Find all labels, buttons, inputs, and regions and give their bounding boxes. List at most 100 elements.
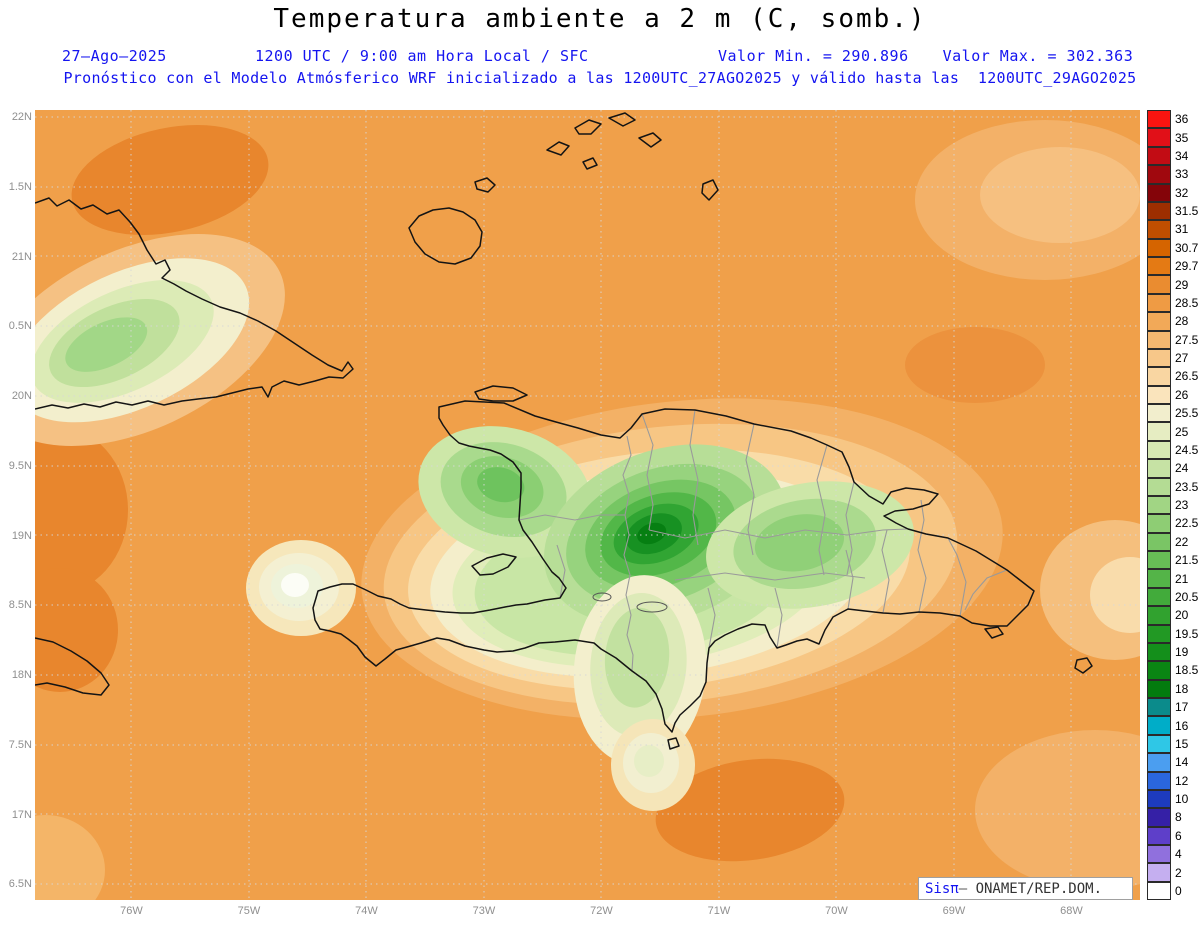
- lat-tick-label: 20N: [11, 390, 32, 402]
- colorbar-value-label: 4: [1175, 847, 1182, 862]
- value-min: Valor Min. = 290.896: [718, 47, 909, 65]
- colorbar-entry: 22: [1147, 532, 1200, 551]
- colorbar-swatch: [1147, 422, 1171, 441]
- colorbar-entry: 30.7: [1147, 238, 1200, 257]
- colorbar-swatch: [1147, 146, 1171, 166]
- colorbar-swatch: [1147, 881, 1171, 901]
- colorbar-swatch: [1147, 495, 1171, 515]
- colorbar-entry: 15: [1147, 734, 1200, 754]
- coastlines: [35, 112, 1093, 750]
- lake-azuei: [592, 592, 612, 602]
- lat-tick-label: 9.5N: [8, 459, 32, 472]
- colorbar-entry: 14: [1147, 753, 1200, 772]
- colorbar-value-label: 16: [1175, 718, 1189, 733]
- colorbar-swatch: [1147, 698, 1171, 717]
- attribution-box: Sisπ – ONAMET/REP.DOM.: [918, 877, 1133, 900]
- colorbar-swatch: [1147, 348, 1171, 368]
- colorbar-swatch: [1147, 753, 1171, 772]
- province-borders: [518, 409, 1008, 672]
- colorbar-entry: 25.5: [1147, 404, 1200, 423]
- lon-tick-label: 72W: [590, 905, 613, 917]
- colorbar-entry: 24.5: [1147, 440, 1200, 460]
- colorbar-entry: 16: [1147, 716, 1200, 735]
- island-gonave: [471, 553, 517, 576]
- colorbar-swatch: [1147, 661, 1171, 680]
- colorbar-entry: 19: [1147, 642, 1200, 662]
- colorbar-entry: 26: [1147, 385, 1200, 404]
- colorbar-entry: 31.5: [1147, 201, 1200, 221]
- island-grand-turk: [701, 179, 719, 201]
- lat-tick-label: 7.5N: [8, 738, 32, 751]
- colorbar-entry: 20.5: [1147, 587, 1200, 607]
- lon-tick-label: 75W: [237, 905, 261, 917]
- colorbar-swatch: [1147, 624, 1171, 643]
- lat-tick-label: 8.5N: [8, 599, 32, 612]
- colorbar-value-label: 29: [1175, 277, 1189, 292]
- colorbar-swatch: [1147, 569, 1171, 588]
- colorbar-entry: 27.5: [1147, 330, 1200, 349]
- value-max: Valor Max. = 302.363: [942, 47, 1134, 65]
- colorbar-entry: 18.5: [1147, 661, 1200, 680]
- island-tortuga: [474, 385, 528, 402]
- lon-tick-label: 74W: [355, 905, 378, 917]
- colorbar: 36 35 34 33 32 31.5 31 30.7 29.7 29 28.5 28 27.5 27 26…: [1147, 110, 1200, 901]
- colorbar-swatch: [1147, 330, 1171, 349]
- colorbar-value-label: 33: [1175, 167, 1189, 182]
- colorbar-value-label: 20.5: [1175, 589, 1199, 604]
- lat-tick-label: 0.5N: [8, 320, 32, 333]
- colorbar-value-label: 19.5: [1175, 626, 1199, 641]
- lat-tick-label: 1.5N: [8, 180, 32, 193]
- lake-enriquillo: [636, 601, 668, 613]
- colorbar-swatch: [1147, 110, 1171, 129]
- colorbar-value-label: 21: [1175, 571, 1189, 586]
- colorbar-value-label: 31.5: [1175, 204, 1199, 219]
- lat-tick-label: 21N: [11, 250, 32, 263]
- colorbar-entry: 29.7: [1147, 257, 1200, 276]
- colorbar-swatch: [1147, 863, 1171, 882]
- lat-tick-label: 18N: [11, 669, 32, 681]
- colorbar-value-label: 23.5: [1175, 479, 1199, 494]
- forecast-date: 27–Ago–2025: [62, 47, 167, 65]
- colorbar-value-label: 22: [1175, 534, 1189, 549]
- colorbar-entry: 10: [1147, 789, 1200, 809]
- island-little-inagua: [474, 177, 496, 193]
- colorbar-entry: 24: [1147, 459, 1200, 478]
- colorbar-value-label: 15: [1175, 736, 1189, 751]
- colorbar-entry: 23.5: [1147, 477, 1200, 496]
- colorbar-swatch: [1147, 275, 1171, 294]
- colorbar-value-label: 35: [1175, 130, 1189, 145]
- colorbar-entry: 23: [1147, 495, 1200, 515]
- colorbar-entry: 35: [1147, 128, 1200, 147]
- colorbar-entry: 18: [1147, 679, 1200, 698]
- colorbar-entry: 17: [1147, 698, 1200, 717]
- colorbar-swatch: [1147, 808, 1171, 827]
- colorbar-value-label: 26.5: [1175, 369, 1199, 384]
- forecast-time: 1200 UTC / 9:00 am Hora Local / SFC: [255, 47, 589, 65]
- colorbar-entry: 19.5: [1147, 624, 1200, 643]
- lat-tick-label: 17N: [11, 808, 32, 821]
- colorbar-value-label: 28: [1175, 314, 1189, 329]
- colorbar-entry: 32: [1147, 183, 1200, 202]
- colorbar-value-label: 28.5: [1175, 295, 1199, 310]
- colorbar-swatch: [1147, 642, 1171, 662]
- colorbar-swatch: [1147, 440, 1171, 460]
- colorbar-swatch: [1147, 587, 1171, 607]
- lon-tick-label: 73W: [472, 905, 496, 917]
- colorbar-entry: 36: [1147, 110, 1200, 129]
- colorbar-value-label: 8: [1175, 810, 1182, 825]
- colorbar-swatch: [1147, 183, 1171, 202]
- colorbar-value-label: 20: [1175, 608, 1189, 623]
- lon-tick-label: 70W: [825, 905, 848, 917]
- lat-tick-label: 22N: [11, 111, 32, 123]
- page-title: Temperatura ambiente a 2 m (C, somb.): [273, 4, 927, 34]
- colorbar-value-label: 21.5: [1175, 553, 1199, 568]
- colorbar-swatch: [1147, 551, 1171, 570]
- colorbar-swatch: [1147, 128, 1171, 147]
- colorbar-value-label: 10: [1175, 792, 1189, 807]
- colorbar-entry: 26.5: [1147, 367, 1200, 386]
- colorbar-swatch: [1147, 404, 1171, 423]
- colorbar-entry: 33: [1147, 165, 1200, 184]
- lakes: [592, 592, 668, 613]
- colorbar-value-label: 31: [1175, 222, 1189, 237]
- colorbar-value-label: 34: [1175, 148, 1189, 163]
